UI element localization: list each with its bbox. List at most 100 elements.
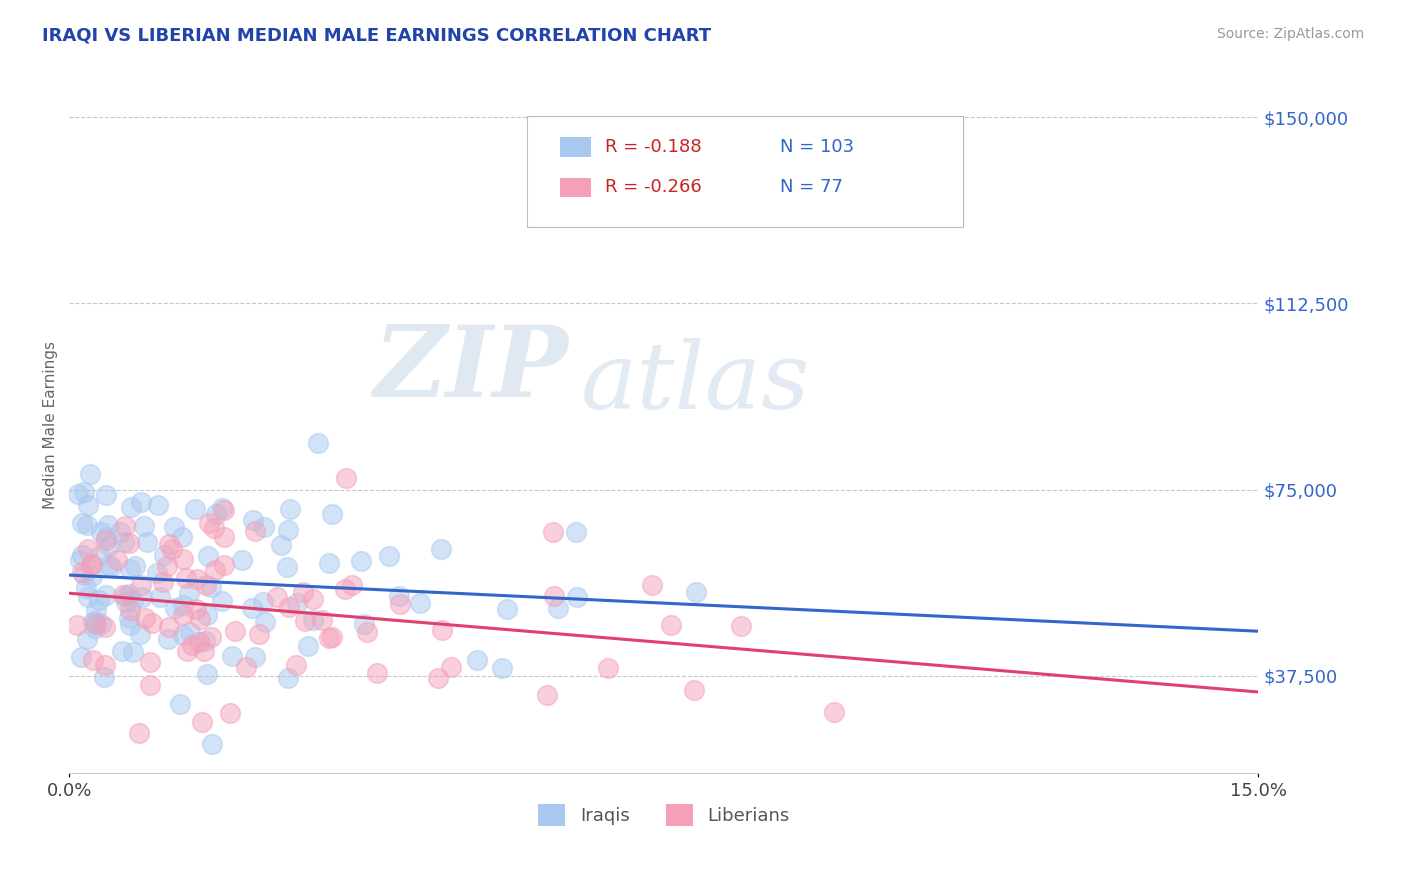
Point	[197, 667, 219, 681]
Point	[291, 585, 314, 599]
Point	[163, 600, 186, 615]
Point	[285, 595, 308, 609]
Point	[80, 558, 103, 572]
Point	[214, 503, 236, 517]
Point	[204, 521, 226, 535]
Point	[87, 549, 110, 563]
Point	[76, 632, 98, 647]
Point	[432, 623, 454, 637]
Point	[73, 484, 96, 499]
Point	[75, 581, 97, 595]
Text: N = 77: N = 77	[780, 178, 844, 196]
Point	[565, 590, 588, 604]
Point	[194, 577, 217, 591]
Point	[730, 618, 752, 632]
Point	[254, 615, 277, 629]
Point	[200, 630, 222, 644]
Point	[409, 596, 432, 610]
Point	[335, 471, 357, 485]
Point	[134, 519, 156, 533]
Point	[253, 520, 276, 534]
Point	[120, 618, 142, 632]
Point	[114, 519, 136, 533]
Point	[79, 467, 101, 482]
Point	[231, 552, 253, 566]
Point	[224, 624, 246, 638]
Point	[243, 524, 266, 538]
Point	[318, 631, 340, 645]
Y-axis label: Median Male Earnings: Median Male Earnings	[44, 341, 58, 509]
Point	[115, 595, 138, 609]
Point	[141, 615, 163, 630]
Point	[426, 671, 449, 685]
Point	[536, 688, 558, 702]
Point	[467, 653, 489, 667]
Point	[285, 657, 308, 672]
Point	[294, 614, 316, 628]
Point	[388, 597, 411, 611]
Point	[212, 530, 235, 544]
Point	[169, 697, 191, 711]
Point	[302, 613, 325, 627]
Point	[86, 616, 108, 631]
Point	[122, 645, 145, 659]
Point	[195, 607, 218, 622]
Point	[69, 649, 91, 664]
Point	[242, 513, 264, 527]
Point	[118, 587, 141, 601]
Point	[170, 530, 193, 544]
Point	[163, 519, 186, 533]
Point	[641, 578, 664, 592]
Point	[266, 591, 288, 605]
Point	[219, 706, 242, 720]
Point	[311, 613, 333, 627]
Point	[82, 615, 104, 629]
Point	[221, 648, 243, 663]
Point	[136, 534, 159, 549]
Point	[139, 655, 162, 669]
Point	[82, 653, 104, 667]
Point	[83, 621, 105, 635]
Point	[120, 500, 142, 514]
Point	[174, 571, 197, 585]
Point	[160, 542, 183, 557]
Point	[111, 588, 134, 602]
Point	[120, 561, 142, 575]
Point	[211, 594, 233, 608]
Point	[321, 631, 343, 645]
Point	[440, 659, 463, 673]
Point	[190, 612, 212, 626]
Text: atlas: atlas	[581, 338, 810, 428]
Point	[96, 488, 118, 502]
Point	[277, 523, 299, 537]
Point	[297, 640, 319, 654]
Point	[321, 507, 343, 521]
Point	[172, 552, 194, 566]
Point	[277, 671, 299, 685]
Point	[188, 634, 211, 648]
Point	[387, 590, 409, 604]
Point	[191, 714, 214, 729]
Point	[596, 661, 619, 675]
Point	[115, 589, 138, 603]
Point	[134, 611, 156, 625]
Point	[129, 627, 152, 641]
Point	[172, 628, 194, 642]
Point	[118, 611, 141, 625]
Point	[366, 665, 388, 680]
Point	[146, 499, 169, 513]
Point	[564, 524, 586, 539]
Point	[270, 539, 292, 553]
Text: Source: ZipAtlas.com: Source: ZipAtlas.com	[1216, 27, 1364, 41]
Point	[122, 594, 145, 608]
Point	[377, 549, 399, 564]
Point	[97, 539, 120, 553]
Point	[302, 591, 325, 606]
Point	[278, 600, 301, 615]
Point	[212, 558, 235, 573]
Point	[128, 725, 150, 739]
Point	[186, 601, 208, 615]
Point	[200, 580, 222, 594]
Point	[495, 601, 517, 615]
Point	[70, 548, 93, 562]
